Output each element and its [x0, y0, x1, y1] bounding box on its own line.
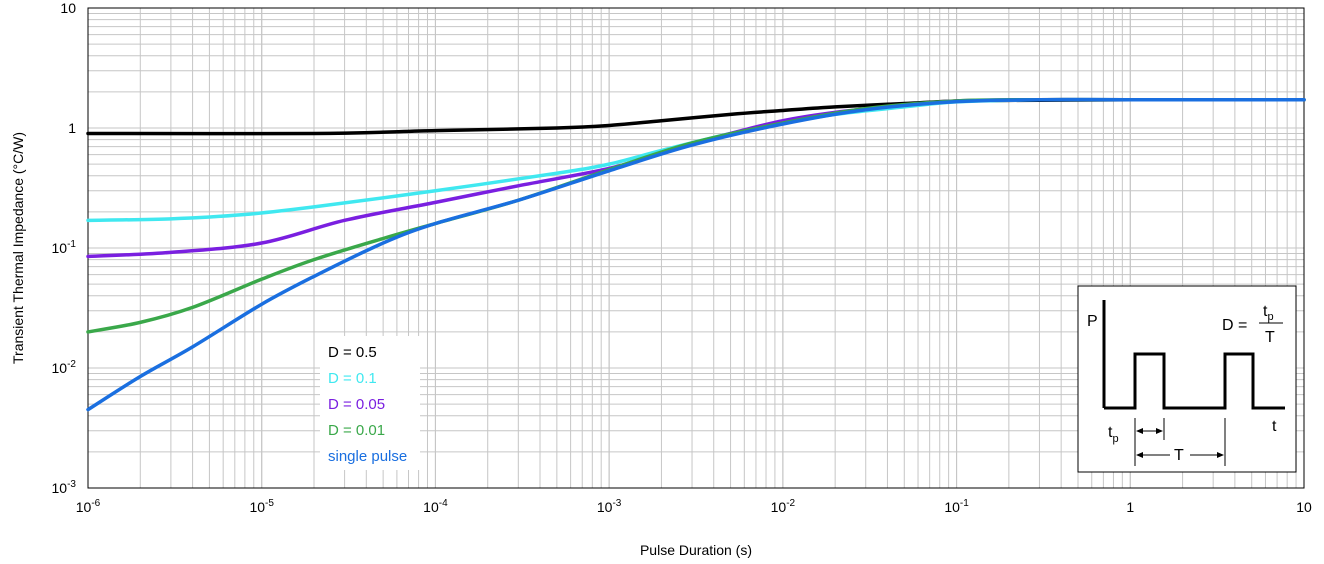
- y-tick-label: 10-1: [52, 239, 77, 256]
- plot-frame: [87, 7, 1305, 489]
- x-tick-label: 10-5: [249, 498, 274, 515]
- legend: D = 0.5 D = 0.1 D = 0.05 D = 0.01 single pul…: [320, 336, 420, 470]
- inset-T-arrowhead-right: [1217, 452, 1224, 458]
- inset-tp-arrowhead-right: [1156, 428, 1163, 434]
- inset-tp-arrowhead-left: [1136, 428, 1143, 434]
- x-axis-label: Pulse Duration (s): [640, 542, 752, 558]
- inset-pulse-train: [1104, 352, 1285, 410]
- legend-entry: D = 0.01: [328, 422, 385, 439]
- legend-entry: D = 0.1: [328, 370, 377, 387]
- y-tick-label: 10-3: [52, 479, 77, 496]
- x-tick-label: 10-6: [76, 498, 101, 515]
- inset-formula-numerator: tp: [1263, 303, 1274, 323]
- legend-entry: D = 0.5: [328, 344, 377, 361]
- x-tick-label: 10-2: [771, 498, 796, 515]
- legend-entry: D = 0.05: [328, 396, 385, 413]
- y-tick-label: 1: [68, 120, 76, 136]
- series-layer: [86, 97, 1306, 412]
- x-tick-label: 10-1: [944, 498, 969, 515]
- inset-frame: [1077, 285, 1297, 473]
- duty-cycle-inset: P t D = tp T tp T: [1077, 285, 1297, 473]
- series-line: [86, 97, 1306, 412]
- inset-t-label: t: [1272, 418, 1277, 435]
- inset-T-arrowhead-left: [1136, 452, 1143, 458]
- legend-entry: single pulse: [328, 448, 407, 465]
- y-tick-labels: 10-3 10-2 10-1 1 10: [52, 0, 77, 496]
- x-tick-label: 10-4: [423, 498, 448, 515]
- grid: [88, 8, 1304, 488]
- x-tick-labels: 10-6 10-5 10-4 10-3 10-2 10-1 1 10: [76, 498, 1312, 515]
- series-line: [86, 97, 1306, 136]
- y-tick-label: 10: [60, 0, 76, 16]
- inset-formula-lhs: D =: [1222, 317, 1247, 334]
- legend-box: [320, 336, 420, 470]
- inset-period-label: T: [1174, 447, 1184, 464]
- inset-p-label: P: [1087, 313, 1098, 330]
- y-axis-label: Transient Thermal Impedance (°C/W): [10, 132, 26, 364]
- series-line: [86, 97, 1306, 259]
- x-tick-label: 1: [1126, 499, 1134, 515]
- x-tick-label: 10-3: [597, 498, 622, 515]
- inset-formula-denominator: T: [1265, 329, 1275, 346]
- inset-tp-label: tp: [1108, 424, 1119, 445]
- y-tick-label: 10-2: [52, 359, 77, 376]
- x-tick-label: 10: [1296, 499, 1312, 515]
